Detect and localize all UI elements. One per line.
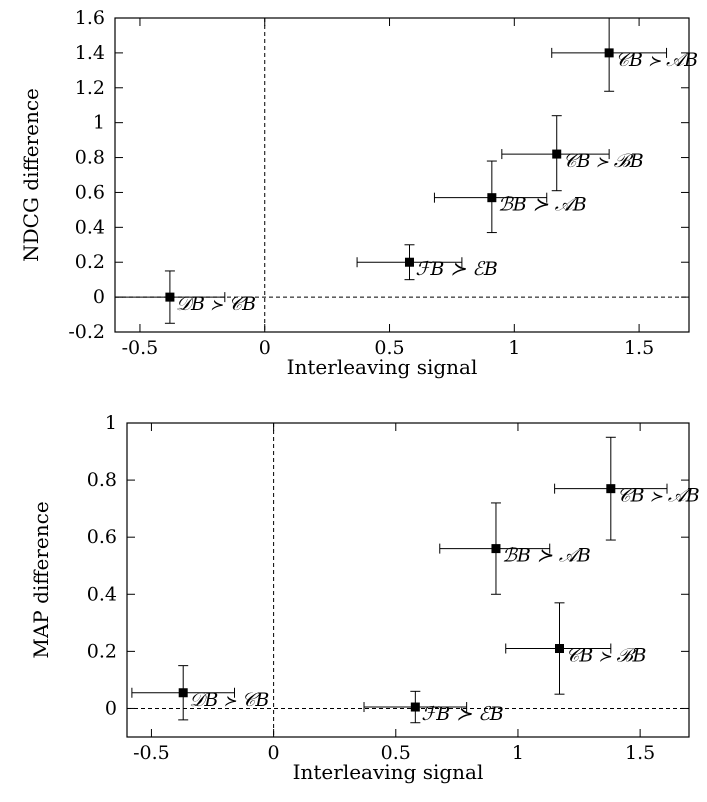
data-point: 𝒞B ≻ 𝒜B bbox=[554, 436, 700, 541]
x-tick-label: 0.5 bbox=[381, 742, 411, 764]
y-tick-label: 0.8 bbox=[87, 469, 117, 491]
y-axis-label: MAP difference bbox=[29, 501, 53, 658]
point-label: 𝒞B ≻ ℬB bbox=[563, 150, 644, 172]
data-point: 𝒟B ≻ 𝒞B bbox=[114, 270, 256, 324]
data-point: ℱB ≻ ℰB bbox=[363, 690, 504, 725]
point-marker bbox=[487, 193, 497, 203]
y-tick-label: 1.6 bbox=[75, 7, 105, 29]
y-tick-label: 1.4 bbox=[75, 42, 105, 64]
y-tick-label: -0.2 bbox=[68, 321, 105, 343]
plot-frame bbox=[114, 17, 690, 333]
point-label: 𝒟B ≻ 𝒞B bbox=[176, 293, 256, 315]
point-label: ℬB ≻ 𝒜B bbox=[502, 545, 591, 567]
x-tick-label: 0.5 bbox=[374, 337, 404, 359]
plot-frame bbox=[126, 422, 690, 738]
y-tick-label: 0 bbox=[105, 697, 117, 719]
x-tick-label: 1 bbox=[512, 742, 524, 764]
data-point: 𝒞B ≻ 𝒜B bbox=[551, 17, 698, 92]
x-tick-label: -0.5 bbox=[122, 337, 159, 359]
x-axis-label: Interleaving signal bbox=[287, 355, 478, 379]
y-axis-label: NDCG difference bbox=[19, 88, 43, 262]
point-label: 𝒞B ≻ 𝒜B bbox=[617, 485, 700, 507]
point-label: 𝒞B ≻ 𝒜B bbox=[615, 49, 698, 71]
y-tick-label: 0.2 bbox=[87, 640, 117, 662]
point-label: ℱB ≻ ℰB bbox=[421, 703, 503, 725]
point-marker bbox=[404, 257, 414, 267]
data-point: 𝒞B ≻ ℬB bbox=[501, 115, 644, 192]
y-tick-label: 0.8 bbox=[75, 147, 105, 169]
data-point: 𝒟B ≻ 𝒞B bbox=[131, 665, 269, 721]
y-tick-label: 1 bbox=[93, 112, 105, 134]
point-marker bbox=[554, 644, 564, 654]
chart-2: -0.5 0 0.5 1 1.5 0 0.2 0.4 0.6 0.8 1 Interleaving s… bbox=[29, 412, 700, 784]
point-label: 𝒟B ≻ 𝒞B bbox=[189, 689, 269, 711]
y-tick-label: 0 bbox=[93, 286, 105, 308]
data-point: ℬB ≻ 𝒜B bbox=[433, 160, 587, 234]
point-marker bbox=[178, 688, 188, 698]
y-tick-label: 1 bbox=[105, 412, 117, 434]
point-marker bbox=[604, 48, 614, 58]
y-tick-label: 0.6 bbox=[87, 526, 117, 548]
data-point: ℬB ≻ 𝒜B bbox=[439, 502, 591, 595]
y-tick-label: 0.4 bbox=[87, 583, 117, 605]
point-marker bbox=[552, 149, 562, 159]
y-tick-label: 1.2 bbox=[75, 77, 105, 99]
x-tick-label: 0 bbox=[259, 337, 271, 359]
data-point: ℱB ≻ ℰB bbox=[356, 244, 498, 280]
data-point: 𝒞B ≻ ℬB bbox=[505, 602, 646, 695]
x-tick-label: 1 bbox=[508, 337, 520, 359]
x-tick-label: 0 bbox=[268, 742, 280, 764]
y-tick-label: 0.2 bbox=[75, 251, 105, 273]
point-label: ℱB ≻ ℰB bbox=[415, 258, 497, 280]
chart-1: -0.5 0 0.5 1 1.5 -0.2 0 0.2 0.4 0.6 0.8 1 1.2 1.4 1.6 I… bbox=[19, 7, 698, 379]
point-marker bbox=[410, 702, 420, 712]
x-tick-label: 1.5 bbox=[625, 742, 655, 764]
y-tick-label: 0.4 bbox=[75, 216, 105, 238]
x-tick-label: -0.5 bbox=[133, 742, 170, 764]
point-marker bbox=[165, 292, 175, 302]
y-tick-label: 0.6 bbox=[75, 181, 105, 203]
x-tick-label: 1.5 bbox=[624, 337, 654, 359]
point-label: 𝒞B ≻ ℬB bbox=[565, 645, 646, 667]
x-axis-label: Interleaving signal bbox=[293, 760, 484, 784]
point-marker bbox=[606, 484, 616, 494]
point-label: ℬB ≻ 𝒜B bbox=[498, 194, 587, 216]
point-marker bbox=[491, 544, 501, 554]
